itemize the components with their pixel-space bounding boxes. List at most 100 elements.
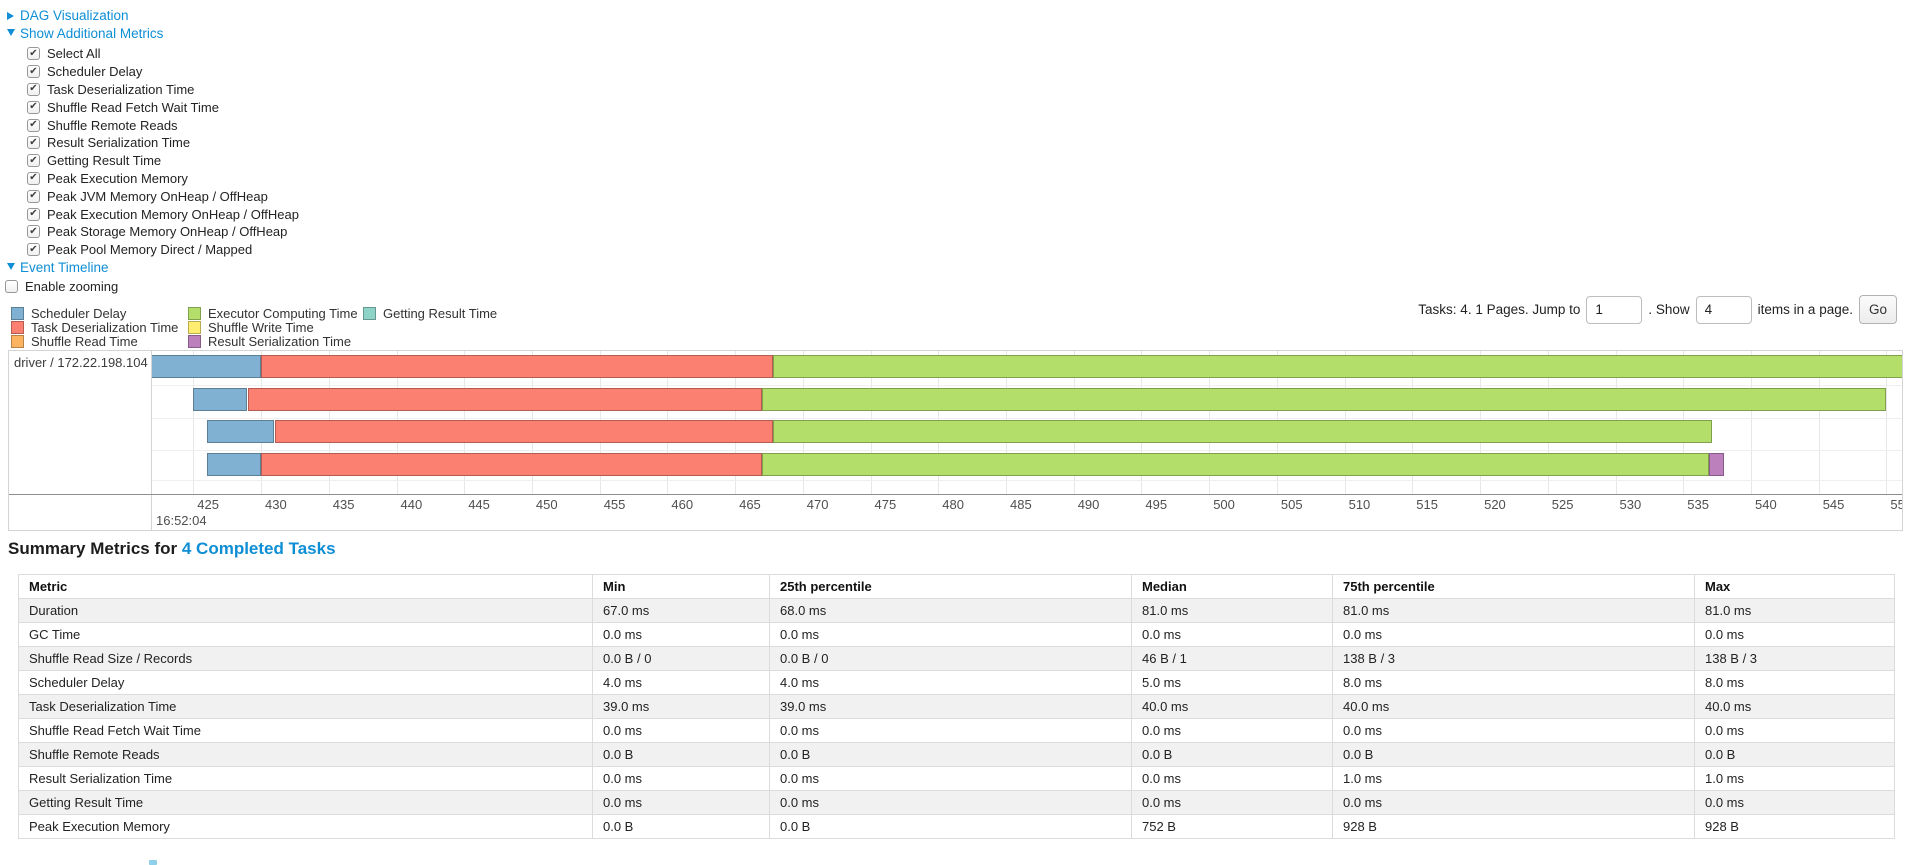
- show-additional-metrics-link[interactable]: Show Additional Metrics: [20, 26, 164, 41]
- legend-swatch: [11, 320, 24, 334]
- summary-row: Duration 67.0 ms 68.0 ms 81.0 ms 81.0 ms 81.0…: [18, 598, 1895, 623]
- col-header-metric[interactable]: Metric: [18, 574, 593, 599]
- checkbox-icon[interactable]: ✔: [27, 225, 40, 239]
- value-cell: 46 B / 1: [1131, 646, 1333, 671]
- legend-item: Getting Result Time: [363, 306, 497, 321]
- checkbox-icon[interactable]: ✔: [27, 65, 40, 79]
- checkbox-icon[interactable]: ✔: [27, 154, 40, 168]
- axis-tick-label: 480: [942, 497, 964, 512]
- checkbox-icon[interactable]: ✔: [27, 82, 40, 96]
- metric-checkbox-row[interactable]: ✔ Scheduler Delay: [27, 63, 299, 81]
- enable-zooming-row[interactable]: Enable zooming: [5, 278, 118, 296]
- checkbox-label: Task Deserialization Time: [47, 81, 195, 97]
- timeline-segment-task-deserialization[interactable]: [261, 453, 763, 476]
- axis-tick-label: 445: [468, 497, 490, 512]
- metric-checkbox-row[interactable]: ✔ Peak Execution Memory: [27, 170, 299, 188]
- metric-checkbox-row[interactable]: ✔ Select All: [27, 45, 299, 63]
- metric-checkbox-row[interactable]: ✔ Shuffle Read Fetch Wait Time: [27, 98, 299, 116]
- col-header-median[interactable]: Median: [1131, 574, 1333, 599]
- timeline-segment-executor-computing[interactable]: [762, 388, 1887, 411]
- value-cell: 39.0 ms: [592, 694, 770, 719]
- col-header-75th-percentile[interactable]: 75th percentile: [1332, 574, 1695, 599]
- metric-checkbox-row[interactable]: ✔ Peak Execution Memory OnHeap / OffHeap: [27, 205, 299, 223]
- value-cell: 138 B / 3: [1332, 646, 1695, 671]
- timeline-segment-scheduler-delay[interactable]: [152, 355, 261, 378]
- axis-tick-label: 495: [1145, 497, 1168, 512]
- timeline-segment-scheduler-delay[interactable]: [206, 420, 275, 443]
- metric-checkbox-row[interactable]: ✔ Getting Result Time: [27, 152, 299, 170]
- timeline-plot-area[interactable]: 16:52:04 425 430 435 440 445 450 455 460 465 470 4…: [152, 351, 1902, 530]
- timeline-segment-task-deserialization[interactable]: [261, 355, 773, 378]
- go-button[interactable]: Go: [1858, 295, 1897, 324]
- checkbox-icon[interactable]: ✔: [27, 243, 40, 257]
- checkbox-icon[interactable]: ✔: [27, 47, 40, 61]
- value-cell: 8.0 ms: [1332, 670, 1695, 695]
- value-cell: 40.0 ms: [1694, 694, 1895, 719]
- value-cell: 0.0 B: [769, 814, 1132, 839]
- value-cell: 0.0 ms: [1694, 790, 1895, 815]
- checkbox-icon[interactable]: ✔: [27, 136, 40, 150]
- value-cell: 0.0 B: [769, 742, 1132, 767]
- axis-tick-label: 520: [1484, 497, 1506, 512]
- legend-label: Shuffle Read Time: [31, 333, 138, 349]
- checkbox-icon[interactable]: ✔: [27, 189, 40, 203]
- timeline-segment-scheduler-delay[interactable]: [206, 453, 261, 476]
- enable-zooming-checkbox[interactable]: [5, 280, 18, 294]
- event-timeline-toggle[interactable]: Event Timeline: [7, 260, 109, 275]
- legend-swatch: [188, 306, 201, 320]
- show-additional-metrics-toggle[interactable]: Show Additional Metrics: [7, 26, 163, 41]
- checkbox-icon[interactable]: ✔: [27, 118, 40, 132]
- axis-tick-label: 540: [1755, 497, 1777, 512]
- metric-checkbox-row[interactable]: ✔ Peak Pool Memory Direct / Mapped: [27, 241, 299, 259]
- checkbox-icon[interactable]: ✔: [27, 207, 40, 221]
- metric-checkbox-row[interactable]: ✔ Result Serialization Time: [27, 134, 299, 152]
- completed-tasks-link[interactable]: 4 Completed Tasks: [181, 539, 336, 558]
- event-timeline-chart: driver / 172.22.198.104 16:52:04 425 430 4…: [8, 350, 1903, 531]
- value-cell: 0.0 ms: [592, 790, 770, 815]
- summary-metrics-table: Metric Min 25th percentile Median 75th perce…: [18, 574, 1895, 839]
- dag-visualization-toggle[interactable]: DAG Visualization: [7, 8, 129, 23]
- col-header-max[interactable]: Max: [1694, 574, 1895, 599]
- checkbox-icon[interactable]: ✔: [27, 100, 40, 114]
- summary-title-prefix: Summary Metrics for: [8, 539, 178, 558]
- timeline-segment-task-deserialization[interactable]: [274, 420, 774, 443]
- axis-tick-label: 510: [1348, 497, 1371, 512]
- chevron-down-icon: [7, 263, 15, 270]
- metric-checkbox-row[interactable]: ✔ Peak JVM Memory OnHeap / OffHeap: [27, 187, 299, 205]
- timeline-segment-executor-computing[interactable]: [762, 453, 1709, 476]
- timeline-segment-executor-computing[interactable]: [773, 420, 1712, 443]
- timeline-segment-executor-computing[interactable]: [773, 355, 1902, 378]
- metric-checkbox-row[interactable]: ✔ Peak Storage Memory OnHeap / OffHeap: [27, 223, 299, 241]
- legend-item: Shuffle Read Time: [11, 333, 178, 349]
- value-cell: 928 B: [1694, 814, 1895, 839]
- legend-item: Task Deserialization Time: [11, 320, 178, 335]
- pagination-summary: Tasks: 4. 1 Pages. Jump to: [1418, 302, 1581, 317]
- value-cell: 0.0 ms: [592, 622, 770, 647]
- metric-checkbox-row[interactable]: ✔ Task Deserialization Time: [27, 81, 299, 99]
- metric-cell: Shuffle Read Fetch Wait Time: [18, 718, 593, 743]
- summary-row: Shuffle Remote Reads 0.0 B 0.0 B 0.0 B 0.0 B…: [18, 742, 1895, 767]
- timeline-segment-scheduler-delay[interactable]: [193, 388, 248, 411]
- value-cell: 0.0 B / 0: [592, 646, 770, 671]
- checkbox-label: Shuffle Remote Reads: [47, 117, 178, 133]
- value-cell: 8.0 ms: [1694, 670, 1895, 695]
- pagination-suffix: items in a page.: [1757, 302, 1853, 317]
- checkbox-label: Getting Result Time: [47, 153, 162, 169]
- axis-tick-label: 425: [197, 497, 219, 512]
- page-size-input[interactable]: [1695, 295, 1752, 324]
- checkbox-icon[interactable]: ✔: [27, 171, 40, 185]
- timeline-legend: Scheduler Delay Task Deserialization Time…: [11, 306, 611, 354]
- timeline-segment-task-deserialization[interactable]: [247, 388, 763, 411]
- legend-column: Getting Result Time: [363, 306, 497, 321]
- event-timeline-link[interactable]: Event Timeline: [20, 260, 109, 275]
- col-header-25th-percentile[interactable]: 25th percentile: [769, 574, 1132, 599]
- col-header-min[interactable]: Min: [592, 574, 770, 599]
- metric-checkbox-row[interactable]: ✔ Shuffle Remote Reads: [27, 116, 299, 134]
- timeline-segment-result-serialization[interactable]: [1709, 453, 1724, 476]
- value-cell: 0.0 ms: [1332, 790, 1695, 815]
- dag-visualization-link[interactable]: DAG Visualization: [20, 8, 129, 23]
- value-cell: 0.0 ms: [1131, 718, 1333, 743]
- jump-to-page-input[interactable]: [1586, 295, 1643, 324]
- task-pagination: Tasks: 4. 1 Pages. Jump to . Show items …: [1418, 295, 1897, 324]
